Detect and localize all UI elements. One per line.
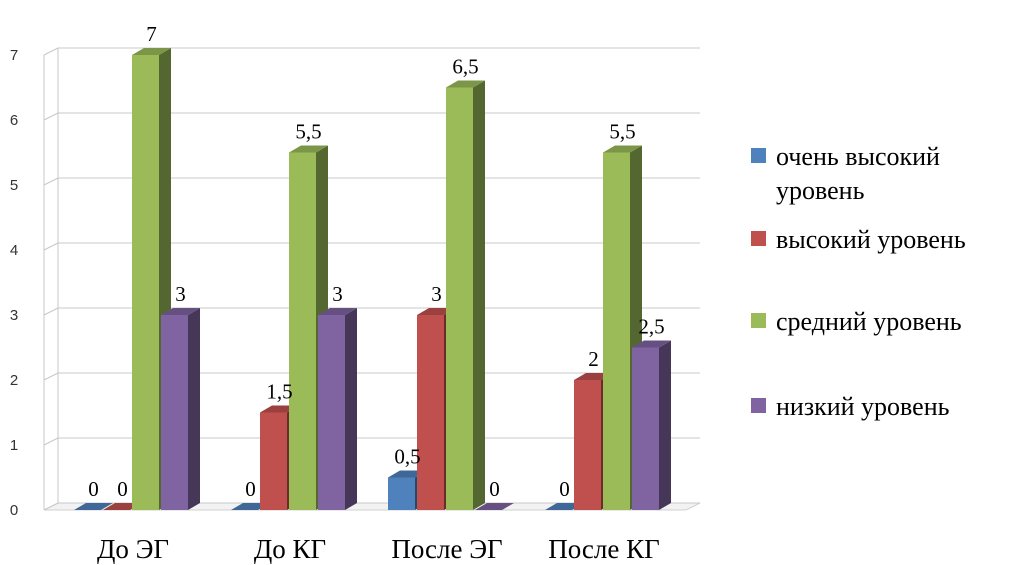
bar-front [161, 315, 188, 510]
bar-side [473, 80, 485, 510]
legend-label: низкий уровень [776, 392, 950, 421]
legend-swatch [751, 231, 766, 246]
gridline-side [43, 47, 59, 56]
y-axis-ticks: 0 1 2 3 4 5 6 7 [10, 47, 18, 519]
y-tick-label: 3 [10, 307, 18, 324]
gridline-side [43, 177, 59, 186]
data-label: 0 [117, 477, 128, 501]
data-label: 3 [431, 282, 442, 306]
legend-swatch [751, 313, 766, 328]
legend-label: высокий уровень [776, 225, 966, 254]
x-category-label: После ЭГ [391, 534, 502, 564]
bar-top [289, 145, 328, 153]
data-label: 6,5 [452, 55, 478, 79]
data-label: 0 [559, 477, 570, 501]
bar-side [345, 308, 357, 510]
bar-top [446, 80, 485, 88]
data-label: 2 [588, 347, 599, 371]
gridline-side [43, 112, 59, 121]
y-tick-label: 7 [10, 47, 18, 64]
x-category-label: До ЭГ [97, 534, 169, 564]
bar [632, 340, 671, 510]
bar [161, 308, 200, 510]
bar-top [74, 503, 113, 510]
data-label: 0 [245, 477, 256, 501]
gridline-side [43, 502, 59, 511]
bar-front [318, 315, 345, 510]
bar-top [632, 340, 671, 348]
y-tick-label: 4 [10, 242, 18, 259]
bar [132, 48, 171, 510]
bar-top [132, 48, 171, 55]
data-label: 5,5 [295, 120, 321, 144]
bar-side [188, 308, 200, 510]
data-label: 7 [146, 22, 157, 46]
legend-label: очень высокий [776, 142, 940, 171]
legend-item: средний уровень [751, 307, 962, 336]
bar-front [446, 87, 473, 510]
bar-top [318, 308, 357, 315]
x-axis-categories: До ЭГ До КГ После ЭГ После КГ [97, 534, 660, 564]
y-tick-label: 0 [10, 502, 18, 519]
data-label: 0 [489, 477, 500, 501]
legend-item: очень высокий уровень [751, 142, 940, 205]
y-tick-label: 6 [10, 112, 18, 129]
y-tick-label: 5 [10, 177, 18, 194]
legend-item: низкий уровень [751, 392, 950, 421]
legend-label: средний уровень [776, 307, 962, 336]
gridline-side [43, 437, 59, 446]
gridline-side [43, 307, 59, 316]
legend-swatch [751, 148, 766, 163]
y-tick-label: 2 [10, 372, 18, 389]
x-category-label: После КГ [548, 534, 659, 564]
data-label: 1,5 [266, 380, 292, 404]
bar-front [574, 380, 601, 510]
bar [318, 308, 357, 510]
bars [74, 48, 671, 510]
x-category-label: До КГ [254, 534, 326, 564]
bar-front [603, 152, 630, 510]
legend: очень высокий уровень высокий уровень средн… [751, 142, 966, 421]
bar-front [417, 315, 444, 510]
bar [446, 80, 485, 510]
bar-front [260, 412, 287, 510]
bar-front [632, 347, 659, 510]
data-label: 5,5 [609, 120, 635, 144]
legend-swatch [751, 398, 766, 413]
data-label: 0,5 [394, 445, 420, 469]
data-label: 0 [88, 477, 99, 501]
bar [74, 503, 113, 510]
bar-top [161, 308, 200, 315]
data-label: 2,5 [638, 315, 664, 339]
data-label: 3 [332, 282, 343, 306]
gridline-side [43, 372, 59, 381]
data-label: 3 [175, 282, 186, 306]
bar-top [475, 503, 514, 510]
legend-item: высокий уровень [751, 225, 966, 254]
legend-label: уровень [776, 176, 865, 205]
bar [475, 503, 514, 510]
y-tick-label: 1 [10, 437, 18, 454]
bar-front [132, 55, 159, 510]
bar-front [289, 152, 316, 510]
bar-front [388, 477, 415, 510]
bar-side [659, 340, 671, 510]
gridline-side [43, 242, 59, 251]
bar-top [603, 145, 642, 153]
